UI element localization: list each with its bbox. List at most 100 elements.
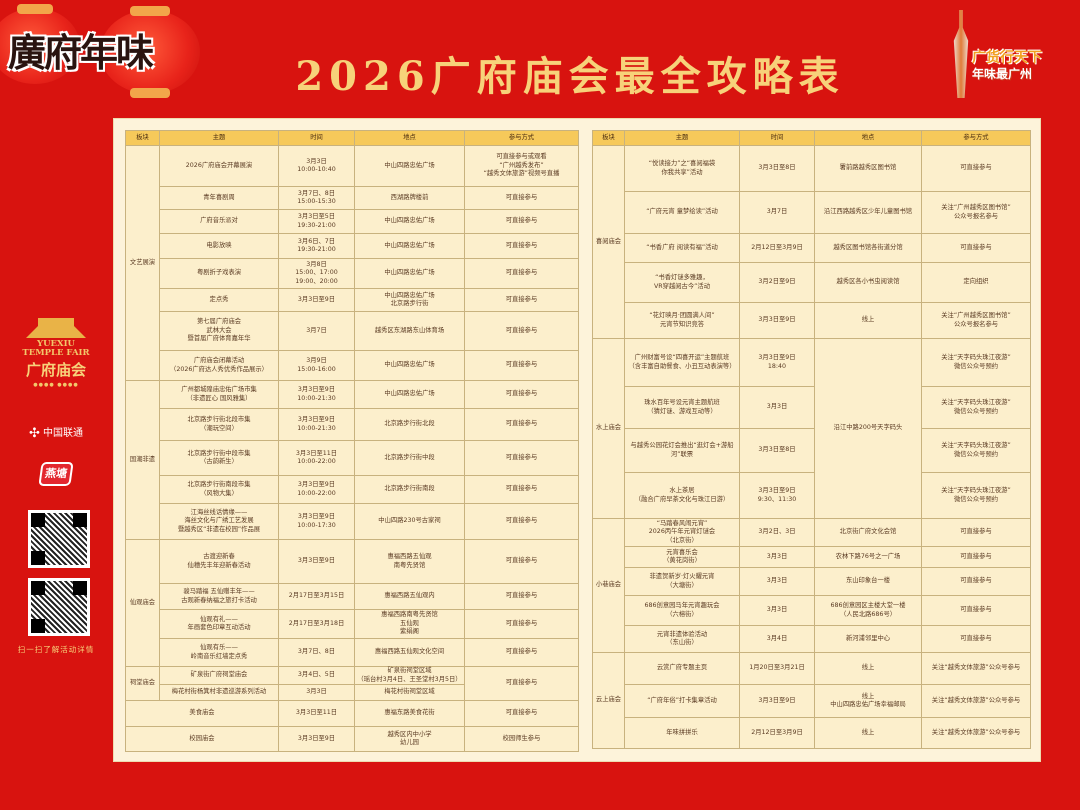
join-cell: 可直接参与 <box>464 408 579 441</box>
join-cell: 可直接参与 <box>464 440 579 476</box>
place-cell: 线上 <box>814 652 922 685</box>
place-cell: 中山四路忠佑广场 <box>354 233 465 259</box>
unicom-knot-icon: ✣ <box>29 425 40 441</box>
module-cell: 校园庙会 <box>125 726 279 752</box>
place-cell: 北京路步行街南段 <box>354 475 465 504</box>
canton-tower-icon <box>953 10 969 98</box>
theme-cell: 广府庙会闭幕活动 （2026广府达人秀优秀作品展示） <box>159 350 279 381</box>
time-cell: 3月2日至9日 <box>739 262 815 303</box>
table-row: 仙观有乐—— 岭南音乐红墙定点秀 3月7日、8日 惠福西路五仙观文化空间 可直接参与 <box>126 638 579 667</box>
china-unicom-logo: ✣ 中国联通 <box>0 424 112 441</box>
theme-cell: 骏马踏福 五仙赠丰年—— 古观新春纳福之旅打卡活动 <box>159 583 279 610</box>
time-cell: 3月3日至9日 10:00-21:30 <box>278 408 355 441</box>
time-cell: 2月12日至3月9日 <box>739 233 815 263</box>
module-cell: 云上庙会 <box>592 652 625 749</box>
theme-cell: 686创意园马年元宵趣玩会 （六榕街） <box>624 595 740 626</box>
table-row: 校园庙会 3月3日至9日 越秀区内中小学 幼儿园 校园师生参与 <box>125 726 579 752</box>
place-cell: 新河浦邻里中心 <box>814 625 922 653</box>
table-row: 与越秀公园花灯会推出“逛灯会+游船河”联票 3月3日至8日 关注“天字码头珠江夜游”… <box>593 428 1031 473</box>
time-cell: 3月7日 <box>278 311 355 351</box>
place-cell: 署前路越秀区图书馆 <box>814 145 922 192</box>
theme-cell: 青年喜剧周 <box>159 186 279 210</box>
join-cell: 可直接参与 <box>464 209 579 234</box>
place-cell: 惠福西路五仙观文化空间 <box>354 638 465 667</box>
theme-cell: 2026广府庙会开幕展演 <box>159 145 279 187</box>
theme-cell: 梅花村街杨箕村非遗巡游系列活动 <box>159 684 279 701</box>
place-cell: 中山四路忠佑广场 <box>354 258 465 289</box>
place-cell: 惠福西路五仙观内 <box>354 583 465 610</box>
time-cell: 3月3日至9日 10:00-21:30 <box>278 380 355 409</box>
place-cell: 线上 <box>814 302 922 339</box>
qr-code[interactable] <box>28 578 90 636</box>
table-row: 仙观庙会 古渡迎新春 仙穗先丰年迎新春活动 3月3日至9日 惠福西路五仙观 南粤先贤馆… <box>125 539 579 667</box>
theme-cell: 北京路步行街中段市集 （古韵新生） <box>159 440 279 476</box>
place-cell: 东山印象台一楼 <box>814 567 922 596</box>
place-cell: 中山四路忠佑广场 <box>354 209 465 234</box>
table-header-row: 板块 主题 时间 地点 参与方式 <box>592 130 1031 146</box>
table-row: 文艺展演 2026广府庙会开幕展演 3月3日 10:00-10:40 中山四路忠佑广场… <box>125 145 579 381</box>
join-cell: 可直接参与 <box>921 233 1031 263</box>
table-row: “花灯映月·团圆满人间” 元宵节知识竞答 3月3日至9日 线上 关注“广州越秀区图书馆… <box>593 302 1031 339</box>
theme-cell: 北京路步行街北段市集 （潮玩空间） <box>159 408 279 441</box>
yuexiu-temple-fair-logo: YUEXIU TEMPLE FAIR 广府庙会 ●●●● ●●●● <box>0 318 112 388</box>
time-cell: 3月3日 <box>739 386 815 429</box>
scan-hint: 扫一扫了解活动详情 <box>17 645 95 654</box>
join-cell: 校园师生参与 <box>464 726 579 752</box>
place-cell: 惠福西路南粤先贤馆 五仙观 紫绢阁 <box>354 609 465 639</box>
theme-cell: 矿泉街广府祠堂庙会 <box>159 666 279 685</box>
join-cell: 关注“广州越秀区图书馆” 公众号报名参与 <box>921 191 1031 234</box>
time-cell: 3月3日至5日 19:30-21:00 <box>278 209 355 234</box>
join-cell: 可直接参与 <box>464 186 579 210</box>
theme-cell: 广州财富号设“四喜开运”主题航班 （含丰富自助餐食、小丑互动表演等） <box>624 338 740 387</box>
time-cell: 3月3日至9日 10:00-22:00 <box>278 475 355 504</box>
place-cell: 越秀区东湖路东山体育场 <box>354 311 465 351</box>
table-row: 祠堂庙会 矿泉街广府祠堂庙会 3月4日、5日 矿泉街祠堂区域 （瑶台村3月4日、王圣堂… <box>125 666 579 701</box>
time-cell: 3月3日至9日 <box>278 726 355 752</box>
place-cell: 惠福西路五仙观 南粤先贤馆 <box>354 539 465 584</box>
table-row: 喜阅庙会 “悦读接力”之“喜阅福袋 你我共享”活动 3月3日至8日 署前路越秀区图书馆… <box>592 145 1031 339</box>
join-cell: 关注“越秀文体旅游”公众号参与 <box>921 717 1031 749</box>
join-cell: 可直接参与 <box>464 350 579 381</box>
theme-cell: 古渡迎新春 仙穗先丰年迎新春活动 <box>159 539 279 584</box>
table-row: 年味拼拼乐 2月12日至3月9日 线上 关注“越秀文体旅游”公众号参与 <box>593 717 1031 749</box>
place-cell: 线上 <box>814 717 922 749</box>
time-cell: 3月3日至9日 <box>739 684 815 718</box>
qr-code[interactable] <box>28 510 90 568</box>
theme-cell: 粤剧折子戏表演 <box>159 258 279 289</box>
table-row: “广府年俗”打卡集章活动 3月3日至9日 线上 中山四路忠佑广场幸福邮局 关注“越秀文… <box>593 684 1031 718</box>
join-cell: 可直接参与 <box>464 380 579 409</box>
time-cell: 3月8日 15:00、17:00 19:00、20:00 <box>278 258 355 289</box>
schedule-table-left: 板块 主题 时间 地点 参与方式 文艺展演 2026广府庙会开幕展演 3月3日 10:00-1… <box>125 130 579 752</box>
join-cell: 可直接参与 <box>464 609 579 639</box>
time-cell: 3月3日 <box>739 595 815 626</box>
page-title: 2026广府庙会最全攻略表 <box>295 53 845 100</box>
time-cell: 2月17日至3月15日 <box>278 583 355 610</box>
theme-cell: 年味拼拼乐 <box>624 717 740 749</box>
table-row: 青年喜剧周 3月7日、8日 15:00-15:30 西湖路牌楼前 可直接参与 <box>126 186 579 210</box>
theme-cell: 仙观有乐—— 岭南音乐红墙定点秀 <box>159 638 279 667</box>
theme-cell: 元宵喜乐会 （黄花岗街） <box>624 546 740 568</box>
time-cell: 3月3日至9日 <box>739 302 815 339</box>
place-cell: 沿江中路200号天字码头 <box>814 338 922 519</box>
table-row: 江海丝线话情缘—— 海丝文化与广绣工艺发展 暨越秀区“非遗在校园”作品展 3月3日… <box>126 503 579 540</box>
module-cell: 水上庙会 <box>592 338 625 519</box>
join-cell: 可直接参与 <box>464 503 579 540</box>
place-cell: 中山四路忠佑广场 <box>354 145 465 187</box>
table-row: 梅花村街杨箕村非遗巡游系列活动 3月3日 梅花村街祠堂区域 <box>126 684 579 701</box>
module-cell: 文艺展演 <box>125 145 160 381</box>
place-cell: 越秀区内中小学 幼儿园 <box>354 726 465 752</box>
time-cell: 3月7日 <box>739 191 815 234</box>
join-cell: 关注“越秀文体旅游”公众号参与 <box>921 652 1031 685</box>
qr-code-pattern <box>31 581 87 633</box>
table-row: 小巷庙会 “马踏春风闹元宵” 2026丙午年元宵灯谜会 （北京街） 3月2日、3日北… <box>592 518 1031 653</box>
column-header: 板块 <box>592 130 625 146</box>
join-cell: 可直接参与 <box>921 625 1031 653</box>
theme-cell: 定点秀 <box>159 288 279 312</box>
time-cell: 3月3日至9日 <box>278 288 355 312</box>
table-row: 元宵喜乐会 （黄花岗街） 3月3日 农林下路76号之一广场 可直接参与 <box>593 546 1031 568</box>
fair-logo-ornament: ●●●● ●●●● <box>33 382 79 388</box>
join-cell: 可直接参与 <box>921 546 1031 568</box>
unicom-label: 中国联通 <box>42 428 83 439</box>
slogan-line2: 年味最广州 <box>972 67 1033 81</box>
join-cell: 可直接参与 <box>921 145 1031 192</box>
